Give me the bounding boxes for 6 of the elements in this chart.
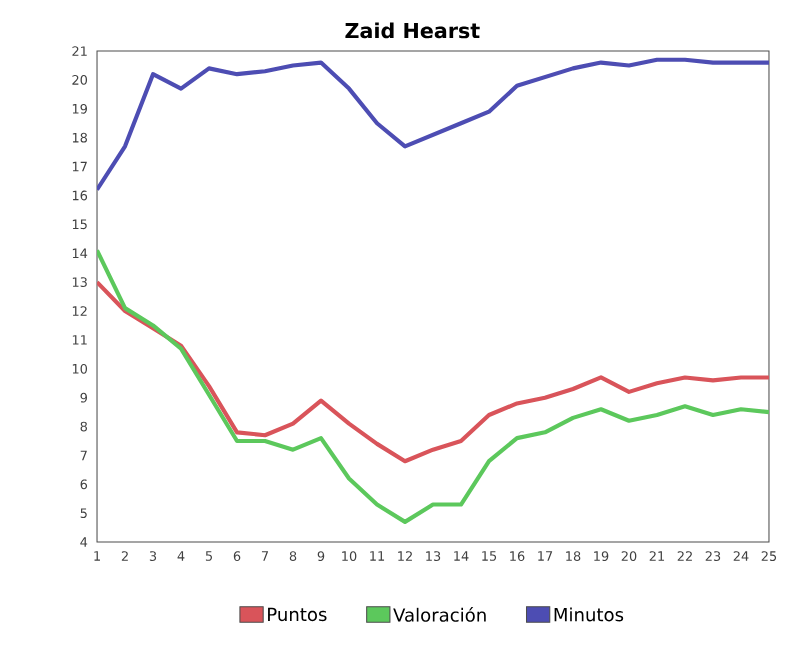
legend-label: Minutos bbox=[554, 607, 624, 622]
line-series bbox=[97, 248, 769, 525]
chart-title: Zaid Hearst bbox=[345, 22, 480, 39]
legend-label: Valoración bbox=[393, 607, 486, 623]
legend-label: Puntos bbox=[268, 608, 327, 622]
line-series bbox=[97, 280, 769, 464]
